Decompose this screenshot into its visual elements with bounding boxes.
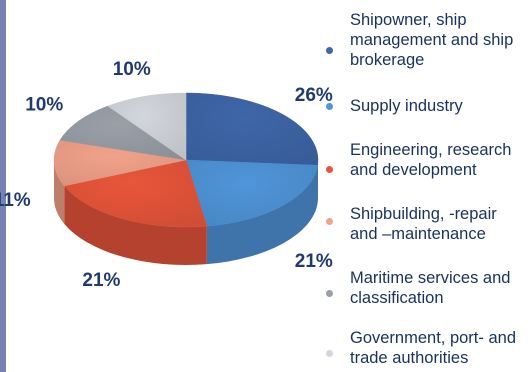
pie-slice-side-2 bbox=[64, 185, 207, 265]
legend-item-engineering: Engineering, research and development bbox=[322, 140, 528, 182]
pie-value-label-3: 11% bbox=[0, 190, 31, 211]
legend-label-line: management and ship bbox=[350, 31, 514, 49]
pie-slice-3 bbox=[53, 139, 187, 187]
legend-label-line: Engineering, research bbox=[350, 141, 512, 159]
pie-value-label-0: 26% bbox=[295, 85, 333, 106]
legend-dot-icon bbox=[326, 47, 333, 54]
legend-item-shipbuilding: Shipbuilding, -repair and –maintenance bbox=[322, 204, 528, 246]
legend-label-line: classification bbox=[350, 289, 444, 307]
pie-slice-0 bbox=[185, 92, 319, 166]
legend-label-line: Shipowner, ship bbox=[350, 11, 467, 29]
legend-label-line: brokerage bbox=[350, 51, 425, 69]
pie-slice-side-3 bbox=[54, 160, 65, 224]
legend-dot-icon bbox=[326, 166, 333, 173]
legend-label-line: Maritime services and bbox=[350, 269, 511, 287]
legend-label-line: trade authorities bbox=[350, 349, 469, 367]
legend-label-line: Government, port- and bbox=[350, 329, 516, 347]
pie-value-label-5: 10% bbox=[113, 59, 151, 80]
pie-value-label-2: 21% bbox=[82, 270, 120, 291]
pie-labels: 26% 21% 21% 11% 10% 10% bbox=[0, 59, 333, 291]
pie-value-label-4: 10% bbox=[25, 95, 63, 116]
pie-slice-5 bbox=[107, 92, 187, 161]
legend-item-government: Government, port- and trade authorities bbox=[322, 328, 528, 370]
legend-item-supply-industry: Supply industry bbox=[322, 96, 528, 118]
legend-dot-icon bbox=[326, 103, 333, 110]
legend-label-line: and development bbox=[350, 161, 477, 179]
legend-item-maritime-services: Maritime services and classification bbox=[322, 268, 528, 310]
chart-legend: Shipowner, ship management and ship brok… bbox=[322, 0, 528, 372]
legend-dot-icon bbox=[326, 290, 333, 297]
pie-slice-4 bbox=[59, 105, 187, 161]
legend-item-shipowner: Shipowner, ship management and ship brok… bbox=[322, 10, 528, 72]
left-accent-bar bbox=[0, 0, 6, 372]
legend-label-line: and –maintenance bbox=[350, 225, 486, 243]
pie-slice-2 bbox=[63, 159, 208, 228]
pie-slice-1 bbox=[185, 159, 318, 227]
legend-label-line: Shipbuilding, -repair bbox=[350, 205, 497, 223]
legend-dot-icon bbox=[326, 218, 333, 225]
pie-value-label-1: 21% bbox=[295, 251, 333, 272]
legend-label-line: Supply industry bbox=[350, 97, 463, 115]
pie-tops bbox=[53, 92, 319, 228]
legend-dot-icon bbox=[326, 350, 333, 357]
